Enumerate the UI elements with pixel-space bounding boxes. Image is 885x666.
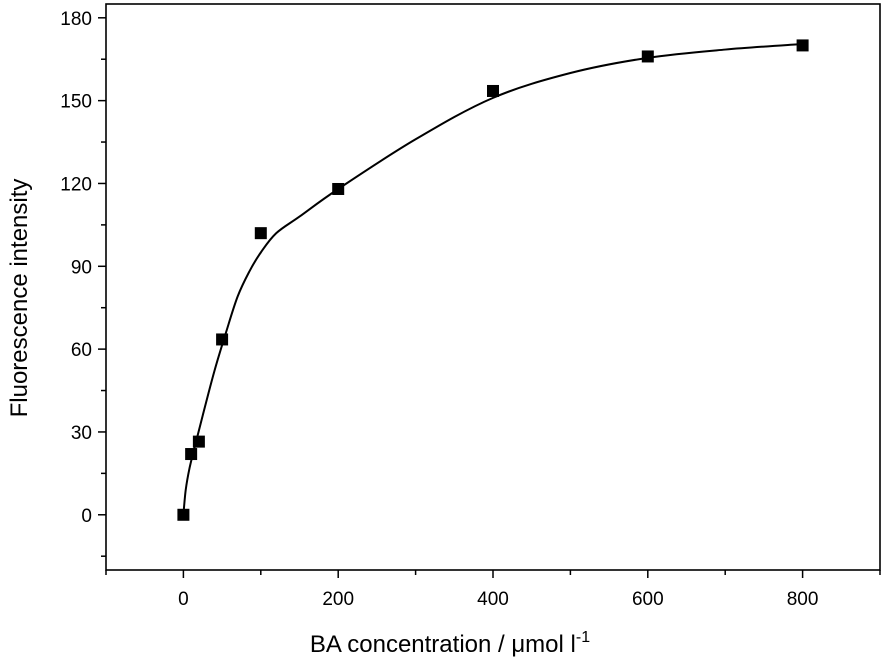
y-tick-label: 150: [60, 92, 92, 113]
data-point-marker: [192, 435, 205, 448]
data-point-marker: [487, 84, 499, 97]
fit-curve: [182, 43, 803, 515]
data-point-marker: [641, 50, 654, 63]
y-tick-label: 180: [60, 9, 92, 30]
fit-curve-layer: [182, 43, 803, 515]
data-point-marker: [254, 227, 267, 240]
axis-ticks: [98, 17, 881, 578]
y-tick-label: 120: [60, 174, 92, 195]
y-axis-title: Fluorescence intensity: [6, 179, 33, 418]
data-point-marker: [216, 333, 229, 346]
x-tick-label: 600: [632, 589, 664, 610]
y-tick-label: 30: [71, 423, 92, 444]
x-tick-label: 0: [178, 589, 189, 610]
x-tick-label: 400: [477, 589, 509, 610]
data-point-marker: [332, 182, 345, 195]
y-tick-label: 90: [71, 257, 92, 278]
x-axis-title-superscript: -1: [576, 629, 590, 646]
data-point-marker: [177, 508, 190, 521]
data-point-marker: [796, 39, 809, 52]
data-markers: [177, 39, 809, 521]
y-tick-label: 0: [81, 506, 92, 527]
x-axis-title: BA concentration / μmol l-1: [310, 629, 590, 658]
data-point-marker: [185, 448, 198, 461]
x-tick-label: 800: [787, 589, 819, 610]
y-tick-label: 60: [71, 340, 92, 361]
axis-tick-labels: 0 200 400 600 800 0 30 60 90 120 150 180: [60, 9, 818, 610]
x-tick-label: 200: [322, 589, 354, 610]
x-axis-title-text: BA concentration / μmol l: [310, 631, 576, 658]
